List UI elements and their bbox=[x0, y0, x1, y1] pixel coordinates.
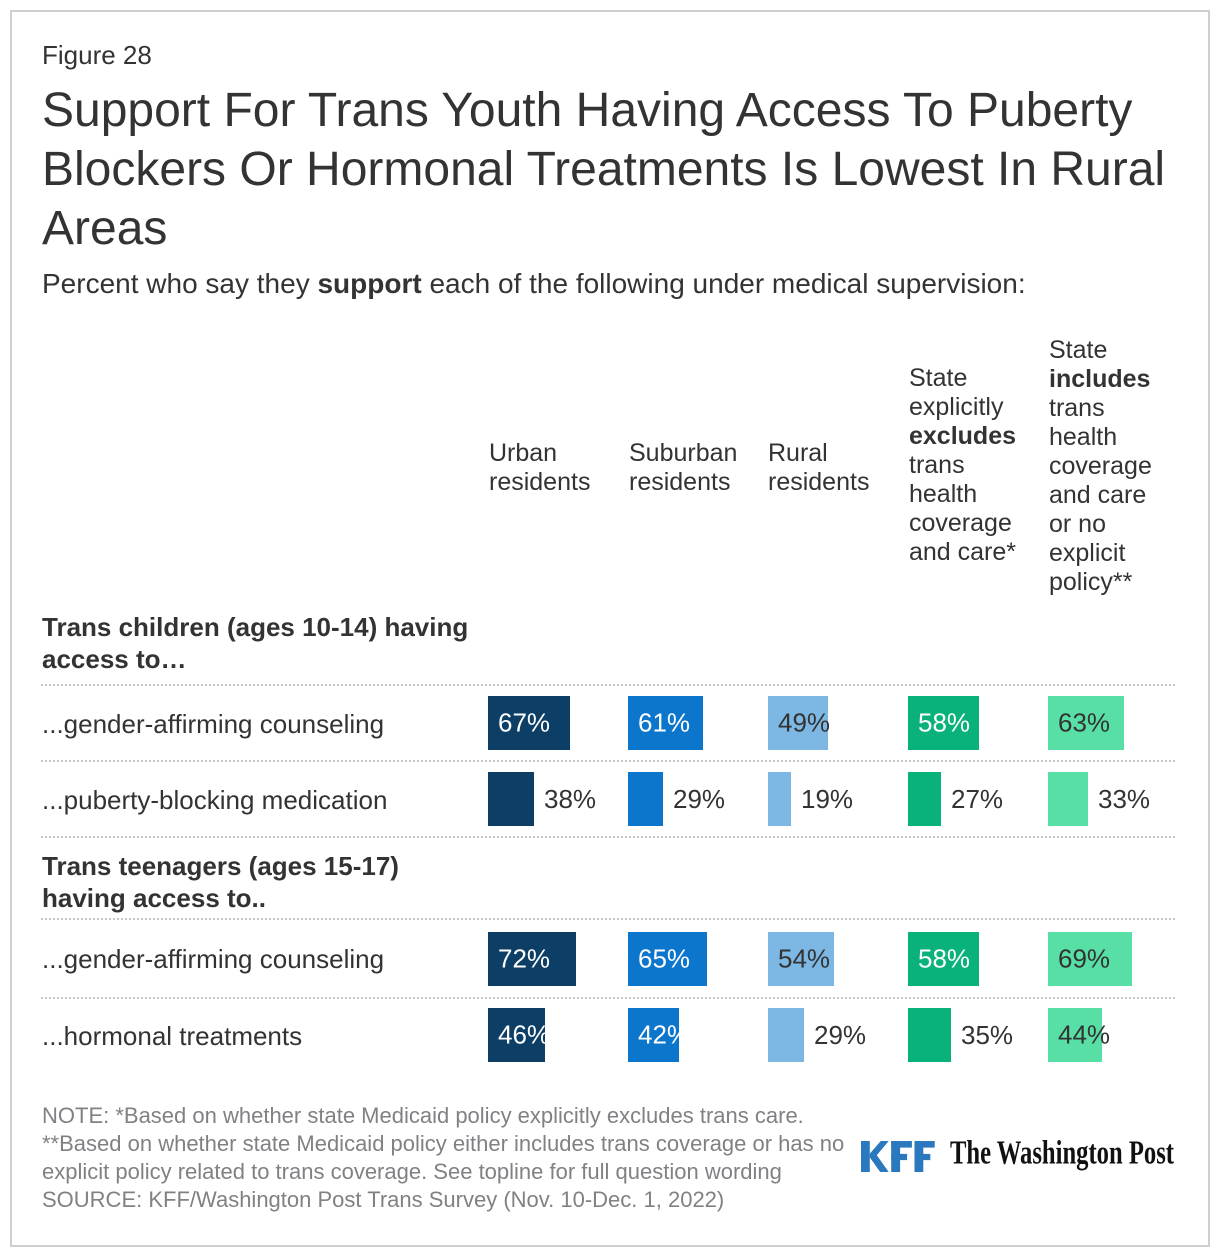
svg-text:The Washington Post: The Washington Post bbox=[950, 1134, 1174, 1171]
